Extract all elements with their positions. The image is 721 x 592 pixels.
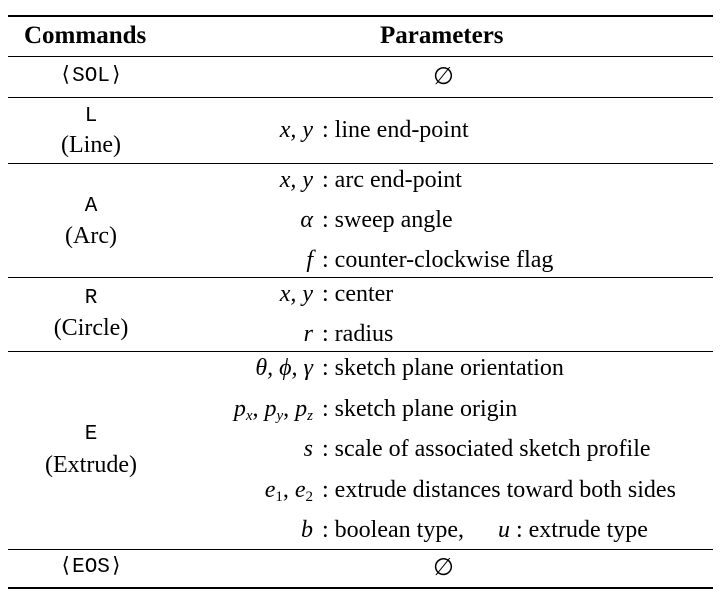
command-circle: R [84, 287, 98, 310]
command-circle-name: (Circle) [53, 315, 129, 341]
param-symbol: f [306, 247, 313, 273]
param-desc: : radius [322, 321, 394, 347]
row-rule [8, 163, 713, 164]
param-symbol-2: u [497, 517, 510, 543]
param-desc: : center [322, 281, 394, 307]
param-symbol: x, y [279, 117, 313, 143]
command-eos: ⟨EOS⟩ [59, 556, 123, 579]
row-rule [8, 549, 713, 550]
param-desc: : extrude distances toward both sides [322, 477, 676, 503]
param-symbol: θ, ϕ, γ [255, 355, 313, 381]
header-parameters: Parameters [380, 22, 504, 49]
param-symbol: s [303, 436, 313, 462]
row-rule [8, 277, 713, 278]
param-desc: : sweep angle [322, 207, 453, 233]
param-symbol: r [303, 321, 313, 347]
param-desc: : counter-clockwise flag [322, 247, 554, 273]
command-arc-name: (Arc) [65, 223, 117, 249]
command-line: L [84, 105, 98, 128]
param-desc: : scale of associated sketch profile [322, 436, 651, 462]
param-symbol: x, y [279, 167, 313, 193]
param-desc: : arc end-point [322, 167, 462, 193]
command-sol: ⟨SOL⟩ [59, 65, 123, 88]
table-bottom-rule [8, 587, 713, 589]
command-extrude: E [84, 423, 98, 446]
param-empty-set: ∅ [433, 555, 454, 581]
row-rule [8, 351, 713, 352]
param-desc: : sketch plane origin [322, 396, 518, 422]
param-empty-set: ∅ [433, 64, 454, 90]
param-symbol: x, y [279, 281, 313, 307]
command-extrude-name: (Extrude) [45, 452, 137, 478]
header-commands: Commands [24, 22, 147, 49]
table-top-rule [8, 15, 713, 17]
param-desc: : boolean type, u : extrude type [322, 517, 648, 543]
header-rule [8, 56, 713, 57]
param-symbol: α [300, 207, 313, 233]
param-desc: : line end-point [322, 117, 469, 143]
command-arc: A [84, 195, 98, 218]
param-symbol: px, py, pz [233, 396, 313, 424]
param-symbol: e1, e2 [264, 477, 313, 505]
param-desc: : sketch plane orientation [322, 355, 564, 381]
command-line-name: (Line) [61, 132, 121, 158]
param-symbol: b [301, 517, 313, 543]
row-rule [8, 97, 713, 98]
